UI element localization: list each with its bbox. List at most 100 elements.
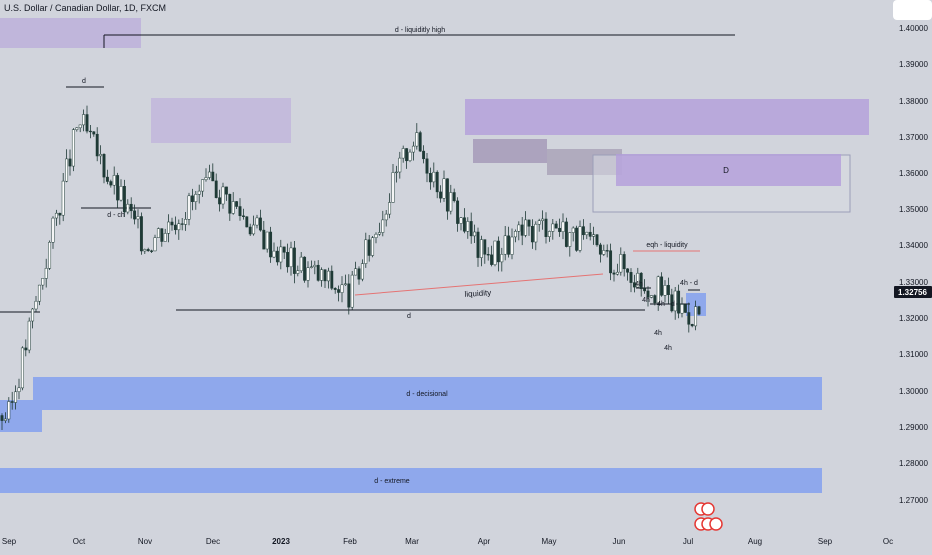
price-tick: 1.30000 — [899, 387, 928, 396]
candle-body — [326, 270, 330, 282]
candle-body — [551, 223, 555, 232]
candle-body — [286, 252, 290, 268]
candle-body — [670, 294, 674, 312]
candle-body — [218, 197, 222, 205]
candle-body — [71, 129, 75, 167]
candle-body — [677, 290, 681, 314]
candle-body — [167, 221, 171, 234]
zone-current-blue — [686, 293, 706, 316]
candle-body — [432, 171, 436, 183]
label-extreme: d - extreme — [374, 478, 410, 485]
candle-body — [354, 268, 358, 276]
candle-body — [190, 195, 194, 202]
candle-body — [184, 219, 188, 225]
candle-body — [469, 221, 473, 237]
candle-body — [660, 276, 664, 296]
candle-body — [150, 250, 154, 252]
candle-body — [194, 194, 198, 202]
label-4h-b: 4h - d — [657, 301, 675, 308]
candle-body — [173, 224, 177, 231]
candle-body — [31, 308, 35, 322]
candle-body — [663, 285, 667, 296]
candle-body — [411, 145, 415, 153]
candle-body — [82, 114, 86, 126]
candle-body — [592, 234, 596, 237]
candle-body — [68, 158, 72, 167]
label-4h-e: 4h — [664, 345, 672, 352]
candle-body — [558, 227, 562, 232]
event-icons[interactable] — [694, 502, 723, 531]
candle-body — [530, 226, 534, 243]
candle-body — [211, 171, 215, 182]
flag-icon[interactable] — [701, 502, 715, 516]
candle-body — [48, 242, 52, 269]
candle-body — [646, 290, 650, 298]
candle-body — [119, 186, 123, 201]
candle-body — [649, 295, 653, 298]
candle-body — [626, 268, 630, 273]
candle-body — [143, 249, 147, 252]
label-4h-f: 4h - d — [680, 280, 698, 287]
price-tick: 1.28000 — [899, 459, 928, 468]
price-tick: 1.29000 — [899, 423, 928, 432]
candle-body — [578, 226, 582, 251]
candle-body — [279, 246, 283, 263]
label-decisional: d - decisional — [406, 391, 448, 398]
candle-body — [439, 191, 443, 199]
time-tick: Sep — [818, 537, 833, 546]
price-axis[interactable]: 1.40000 1.39000 1.38000 1.37000 1.36000 … — [894, 24, 932, 505]
candle-body — [320, 269, 324, 281]
candle-body — [313, 264, 317, 268]
time-tick: Sep — [2, 537, 17, 546]
candle-body — [306, 267, 310, 281]
candle-body — [639, 272, 643, 290]
line-liquidity — [354, 273, 604, 296]
chart-title: U.S. Dollar / Canadian Dollar, 1D, FXCM — [4, 3, 167, 13]
candle-body — [231, 201, 235, 214]
price-tick: 1.36000 — [899, 169, 928, 178]
candle-body — [269, 231, 273, 258]
candle-body — [561, 221, 565, 232]
candle-body — [483, 239, 487, 255]
candle-body — [347, 283, 351, 308]
candle-body — [112, 175, 116, 186]
candle-body — [85, 114, 89, 132]
candle-body — [445, 178, 449, 212]
candle-body — [690, 324, 694, 327]
candle-body — [282, 246, 286, 253]
candle-body — [527, 219, 531, 227]
candle-body — [500, 254, 504, 263]
time-tick: Mar — [405, 537, 419, 546]
candle-body — [680, 304, 684, 314]
candle-body — [442, 178, 446, 199]
candle-body — [371, 237, 375, 256]
candle-body — [513, 231, 517, 238]
candle-body — [146, 249, 150, 252]
candle-body — [34, 300, 38, 310]
candle-body — [221, 186, 225, 205]
time-tick: Jul — [683, 537, 693, 546]
candle-body — [126, 203, 130, 213]
candle-body — [17, 387, 21, 392]
candle-body — [666, 285, 670, 295]
candle-body — [629, 272, 633, 283]
price-tick: 1.35000 — [899, 205, 928, 214]
candle-body — [109, 181, 113, 186]
candle-body — [388, 202, 392, 215]
flag-icon[interactable] — [709, 517, 723, 531]
time-tick: Oct — [73, 537, 86, 546]
candle-body — [102, 154, 106, 178]
candle-body — [381, 219, 385, 233]
top-right-widget[interactable] — [893, 0, 932, 20]
candle-body — [299, 256, 303, 272]
time-tick: May — [541, 537, 556, 546]
candle-body — [7, 401, 11, 420]
time-axis[interactable]: Sep Oct Nov Dec 2023 Feb Mar Apr May Jun… — [2, 537, 893, 546]
time-tick: Dec — [206, 537, 220, 546]
price-tick: 1.40000 — [899, 24, 928, 33]
label-d-ch: d - ch — [107, 212, 125, 219]
candle-body — [224, 186, 228, 195]
candle-body — [122, 186, 126, 213]
label-eqh: eqh - liquidity — [646, 242, 688, 249]
candle-body — [24, 347, 28, 351]
